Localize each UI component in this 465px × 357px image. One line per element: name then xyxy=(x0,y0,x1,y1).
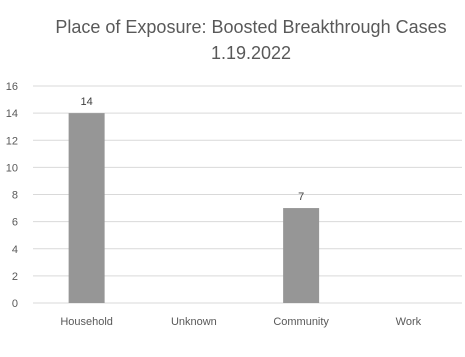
x-tick-label-work: Work xyxy=(396,316,422,328)
bar-household xyxy=(68,113,105,303)
y-tick-label: 6 xyxy=(12,217,18,229)
chart-title-line-2: 1.19.2022 xyxy=(211,43,291,63)
y-tick-label: 16 xyxy=(6,81,18,93)
y-axis-ticks: 0 2 4 6 8 10 12 14 16 xyxy=(6,81,18,310)
y-tick-label: 10 xyxy=(6,162,18,174)
y-tick-label: 14 xyxy=(6,108,18,120)
bar-community xyxy=(283,208,320,303)
data-labels: 14 7 xyxy=(81,96,305,203)
x-axis-ticks: Household Unknown Community Work xyxy=(60,316,421,328)
chart-title: Place of Exposure: Boosted Breakthrough … xyxy=(55,17,446,63)
y-tick-label: 8 xyxy=(12,190,18,202)
y-tick-label: 12 xyxy=(6,135,18,147)
y-tick-label: 0 xyxy=(12,298,18,310)
chart-title-line-1: Place of Exposure: Boosted Breakthrough … xyxy=(55,17,446,37)
x-tick-label-community: Community xyxy=(273,316,329,328)
data-label-household: 14 xyxy=(81,96,93,108)
y-tick-label: 4 xyxy=(12,244,18,256)
data-label-community: 7 xyxy=(298,191,304,203)
y-tick-label: 2 xyxy=(12,271,18,283)
x-tick-label-unknown: Unknown xyxy=(171,316,217,328)
x-tick-label-household: Household xyxy=(60,316,113,328)
bars xyxy=(68,113,320,303)
